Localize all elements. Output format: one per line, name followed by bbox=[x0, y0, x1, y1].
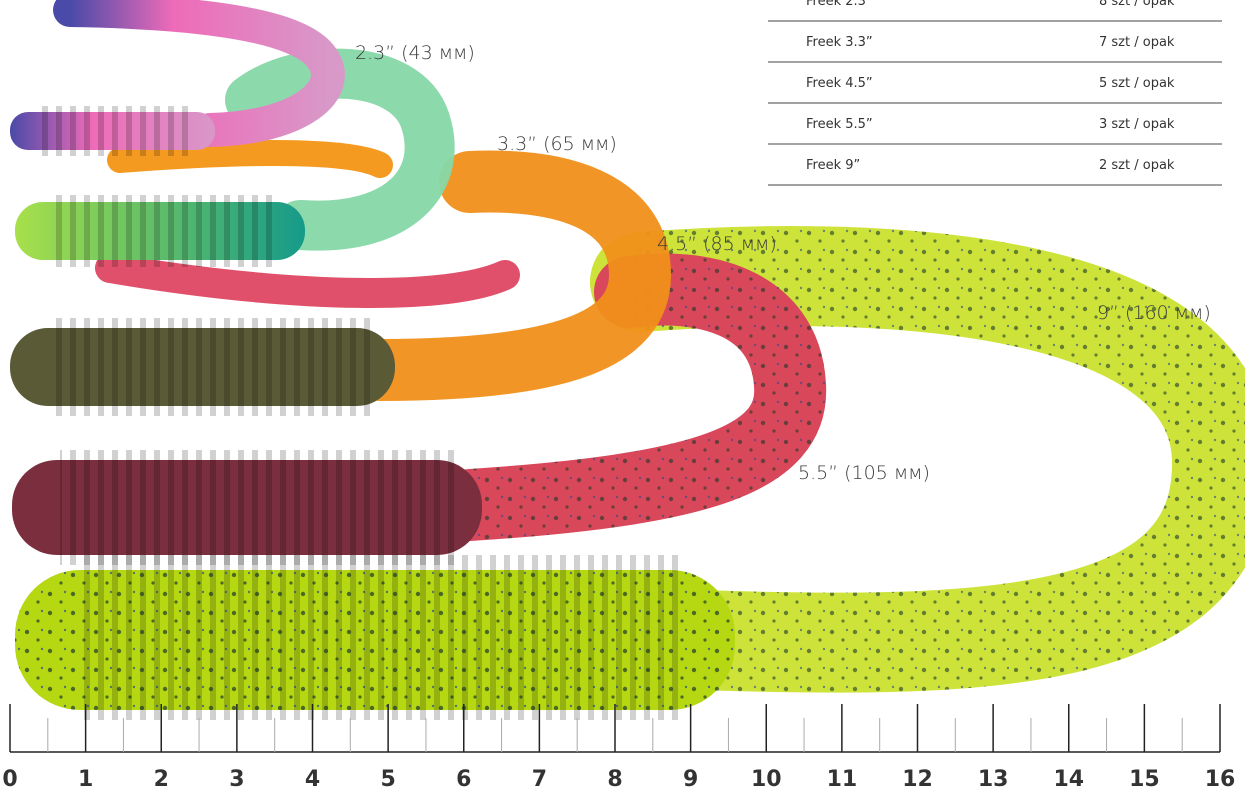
ruler-label: 7 bbox=[532, 767, 547, 792]
table-cell: 8 szt / opak bbox=[1099, 0, 1175, 9]
ruler-label: 3 bbox=[229, 767, 244, 792]
lure-9 bbox=[15, 226, 1245, 720]
table-cell: Freek 5.5” bbox=[806, 117, 873, 132]
ruler-label: 1 bbox=[78, 767, 93, 792]
ruler-label: 0 bbox=[2, 767, 17, 792]
table-cell: 5 szt / opak bbox=[1099, 76, 1175, 91]
table-cell: Freek 4.5” bbox=[806, 76, 873, 91]
ruler-label: 4 bbox=[305, 767, 320, 792]
table-cell: 2 szt / opak bbox=[1099, 158, 1175, 173]
ruler-label: 16 bbox=[1205, 767, 1236, 792]
ruler-label: 14 bbox=[1053, 767, 1084, 792]
lure-5-5 bbox=[12, 253, 827, 565]
ruler-label: 9 bbox=[683, 767, 698, 792]
ruler-label: 12 bbox=[902, 767, 933, 792]
size-labels: 2.3” (43 мм) 3.3” (65 мм) 4.5” (85 мм) 5.5”… bbox=[355, 42, 1211, 484]
size-label: 9” (160 мм) bbox=[1097, 302, 1211, 324]
lure-4-5 bbox=[10, 140, 672, 416]
pack-table: Freek 2.3” 8 szt / opak Freek 3.3” 7 szt / … bbox=[768, 0, 1222, 186]
table-cell: 3 szt / opak bbox=[1099, 117, 1175, 132]
size-label: 2.3” (43 мм) bbox=[355, 42, 475, 64]
size-label: 5.5” (105 мм) bbox=[798, 462, 930, 484]
ruler-label: 13 bbox=[978, 767, 1009, 792]
size-label: 4.5” (85 мм) bbox=[657, 233, 777, 255]
ruler-label: 2 bbox=[154, 767, 169, 792]
ruler-label: 15 bbox=[1129, 767, 1160, 792]
ruler-label: 8 bbox=[607, 767, 622, 792]
ruler-label: 5 bbox=[380, 767, 395, 792]
lure-2-3 bbox=[10, 0, 345, 156]
table-cell: 7 szt / opak bbox=[1099, 35, 1175, 50]
ruler-label: 10 bbox=[751, 767, 782, 792]
ruler-label: 6 bbox=[456, 767, 471, 792]
ruler-label: 11 bbox=[827, 767, 858, 792]
ruler: 0 1 2 3 4 5 6 7 8 9 10 11 12 13 14 15 16 bbox=[2, 704, 1235, 792]
lure-3-3 bbox=[15, 48, 455, 267]
table-cell: Freek 3.3” bbox=[806, 35, 873, 50]
table-cell: Freek 2.3” bbox=[806, 0, 873, 9]
size-label: 3.3” (65 мм) bbox=[497, 133, 617, 155]
table-cell: Freek 9” bbox=[806, 158, 860, 173]
